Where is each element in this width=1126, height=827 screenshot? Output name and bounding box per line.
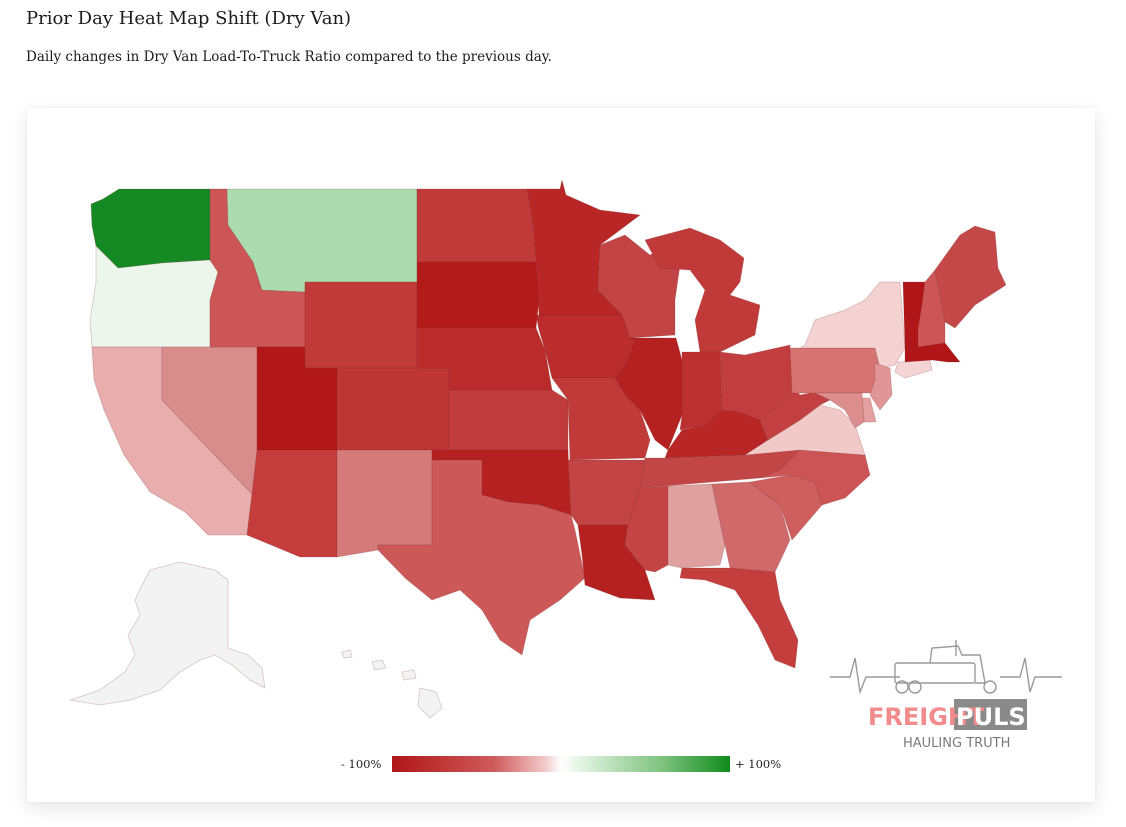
state-MD[interactable]	[814, 392, 865, 429]
state-CO[interactable]	[336, 367, 450, 451]
state-NJ[interactable]	[869, 362, 893, 411]
truck-icon	[894, 640, 997, 694]
heartbeat-line-icon	[830, 657, 900, 695]
state-NM[interactable]	[336, 449, 433, 558]
state-SD[interactable]	[416, 261, 540, 329]
state-TX[interactable]	[377, 459, 586, 656]
state-NC[interactable]	[759, 449, 871, 506]
legend-min-label: - 100%	[341, 757, 382, 771]
state-CT[interactable]	[894, 359, 933, 379]
state-AZ[interactable]	[246, 449, 338, 558]
brand-tagline: HAULING TRUTH	[903, 736, 1010, 751]
state-ME[interactable]	[934, 225, 1007, 329]
legend-max-label: + 100%	[735, 757, 782, 771]
state-GA[interactable]	[711, 481, 791, 573]
page-title: Prior Day Heat Map Shift (Dry Van)	[26, 8, 352, 29]
state-KS[interactable]	[448, 389, 569, 451]
state-HI[interactable]	[341, 649, 443, 719]
state-MO[interactable]	[551, 377, 651, 461]
state-AK[interactable]	[69, 561, 266, 706]
state-NY[interactable]	[798, 281, 906, 369]
page-subtitle: Daily changes in Dry Van Load-To-Truck R…	[26, 49, 552, 65]
brand-word-pulse: PULSE	[956, 703, 1042, 731]
state-VA[interactable]	[744, 404, 866, 456]
state-MA[interactable]	[904, 342, 961, 363]
freight-pulse-logo: FREIGHT PULSE HAULING TRUTH	[830, 640, 1062, 751]
state-WY[interactable]	[304, 281, 418, 369]
state-ND[interactable]	[416, 188, 537, 263]
legend-color-bar	[392, 756, 730, 772]
state-FL[interactable]	[679, 567, 799, 669]
state-PA[interactable]	[789, 347, 881, 394]
brand-word-freight: FREIGHT	[868, 703, 985, 731]
state-IL[interactable]	[614, 337, 683, 451]
state-MI[interactable]	[644, 227, 761, 353]
state-IA[interactable]	[535, 314, 636, 379]
state-WA[interactable]	[90, 188, 211, 269]
